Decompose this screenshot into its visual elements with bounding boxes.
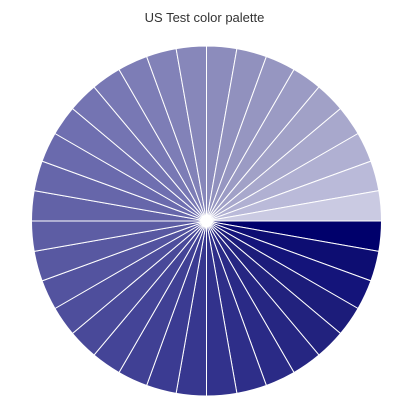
pie-slice-36 [206,190,382,222]
chart-title: US Test color palette [144,10,265,25]
pie-slices [31,45,382,397]
